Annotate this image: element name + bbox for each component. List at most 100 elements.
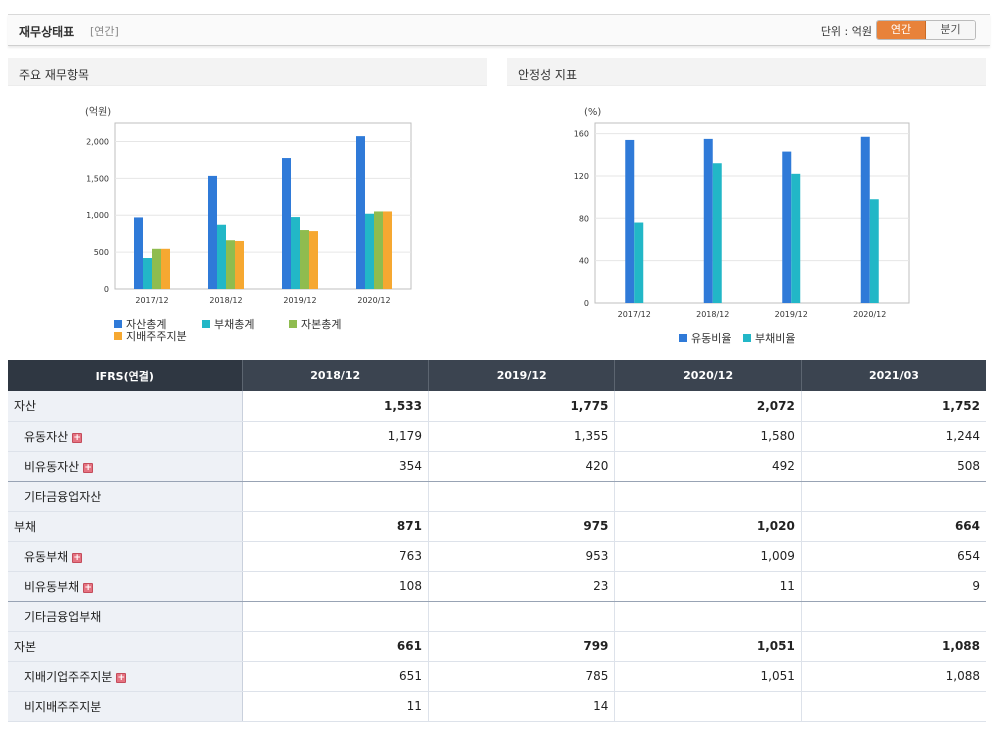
legend-swatch xyxy=(114,320,122,328)
value-cell xyxy=(801,481,986,512)
table-header-row: IFRS(연결) 2018/12 2019/12 2020/12 2021/03 xyxy=(8,360,986,391)
expand-icon[interactable]: + xyxy=(83,582,94,593)
y-tick-label: 500 xyxy=(94,248,109,257)
y-tick-label: 160 xyxy=(574,130,589,139)
column-header: 2020/12 xyxy=(614,360,802,391)
bar xyxy=(703,138,713,303)
bar xyxy=(152,248,161,289)
legend-item: 유동비율 xyxy=(679,330,731,346)
y-tick-label: 0 xyxy=(104,285,109,294)
bar xyxy=(300,230,309,289)
period-toggle: 연간 분기 xyxy=(876,20,976,40)
legend-label: 부채총계 xyxy=(214,318,255,331)
row-label: 자산 xyxy=(14,399,37,414)
value-cell xyxy=(801,691,986,722)
x-tick-label: 2020/12 xyxy=(853,310,886,319)
value-cell xyxy=(614,481,802,512)
value-cell: 1,752 xyxy=(801,391,986,422)
value-cell: 1,775 xyxy=(428,391,616,422)
quarterly-toggle-button[interactable]: 분기 xyxy=(926,21,975,39)
legend-swatch xyxy=(743,334,751,342)
y-tick-label: 0 xyxy=(584,299,589,308)
column-header: 2018/12 xyxy=(242,360,429,391)
bar xyxy=(226,240,235,289)
y-tick-label: 80 xyxy=(579,214,589,223)
expand-icon[interactable]: + xyxy=(72,432,83,443)
expand-icon[interactable]: + xyxy=(116,672,127,683)
bar xyxy=(235,240,244,289)
y-tick-label: 1,000 xyxy=(86,211,109,220)
value-cell: 1,088 xyxy=(801,661,986,692)
value-cell: 508 xyxy=(801,451,986,482)
row-label: 유동부채 xyxy=(24,549,69,564)
y-tick-label: 2,000 xyxy=(86,137,109,146)
statement-header: 재무상태표 [연간] 단위 : 억원 연간 분기 xyxy=(8,14,990,46)
row-label-cell: 기타금융업자산 xyxy=(8,481,243,512)
chart-legend: 자산총계 부채총계 자본총계 지배주주지분 xyxy=(114,316,474,350)
stability-chart: (%) 0 40 80 120 160 2017/12 2018/12 2019/12 2020/… xyxy=(574,107,910,319)
expand-icon[interactable]: + xyxy=(83,462,94,473)
bar xyxy=(383,211,392,289)
bar xyxy=(782,151,792,303)
row-label-cell: 비유동자산 + xyxy=(8,451,243,482)
row-label: 지배기업주주지분 xyxy=(24,669,113,684)
bar xyxy=(712,163,722,303)
bar xyxy=(282,158,291,289)
bar xyxy=(356,136,365,289)
row-label-cell: 자본 xyxy=(8,631,243,662)
legend-label: 자본총계 xyxy=(301,318,342,331)
bar xyxy=(291,217,300,289)
value-cell: 2,072 xyxy=(614,391,802,422)
legend-item: 지배주주지분 xyxy=(114,328,187,344)
bar xyxy=(791,173,801,303)
row-label: 자본 xyxy=(14,639,37,654)
table-row: 비지배주주지분 11 14 xyxy=(8,691,986,722)
legend-swatch xyxy=(202,320,210,328)
row-label: 유동자산 xyxy=(24,429,69,444)
table-row: 유동부채 +763 953 1,009 654 xyxy=(8,541,986,572)
legend-swatch xyxy=(289,320,297,328)
bar xyxy=(143,258,152,289)
column-header: IFRS(연결) xyxy=(8,360,243,391)
row-label-cell: 유동자산 + xyxy=(8,421,243,452)
plot-frame xyxy=(594,122,910,304)
value-cell: 1,051 xyxy=(614,661,802,692)
period-subtitle: [연간] xyxy=(90,25,119,38)
column-header: 2021/03 xyxy=(801,360,986,391)
legend-label: 지배주주지분 xyxy=(126,330,187,343)
value-cell: 664 xyxy=(801,511,986,542)
value-cell: 14 xyxy=(428,691,616,722)
y-tick-label: 40 xyxy=(579,257,589,266)
value-cell: 1,088 xyxy=(801,631,986,662)
x-tick-label: 2019/12 xyxy=(775,310,808,319)
value-cell xyxy=(614,601,802,632)
table-row: 부채 871 975 1,020 664 xyxy=(8,511,986,542)
table-row: 자본 661 799 1,051 1,088 xyxy=(8,631,986,662)
table-row: 지배기업주주지분 +651 785 1,051 1,088 xyxy=(8,661,986,692)
y-tick-label: 120 xyxy=(574,172,589,181)
value-cell: 108 xyxy=(242,571,429,602)
x-tick-label: 2018/12 xyxy=(209,296,242,305)
value-cell: 23 xyxy=(428,571,616,602)
value-cell: 354 xyxy=(242,451,429,482)
annual-toggle-button[interactable]: 연간 xyxy=(877,21,926,39)
table-row: 기타금융업부채 xyxy=(8,601,986,632)
x-tick-label: 2017/12 xyxy=(618,310,651,319)
value-cell: 799 xyxy=(428,631,616,662)
value-cell: 492 xyxy=(614,451,802,482)
value-cell: 651 xyxy=(242,661,429,692)
x-tick-label: 2017/12 xyxy=(135,296,168,305)
bar xyxy=(860,136,870,303)
panel-title: 주요 재무항목 xyxy=(19,68,90,82)
panel-title: 안정성 지표 xyxy=(518,68,578,82)
bar xyxy=(625,139,635,303)
value-cell: 1,179 xyxy=(242,421,429,452)
bar xyxy=(374,211,383,289)
legend-swatch xyxy=(114,332,122,340)
row-label-cell: 비유동부채 + xyxy=(8,571,243,602)
expand-icon[interactable]: + xyxy=(72,552,83,563)
value-cell: 763 xyxy=(242,541,429,572)
value-cell xyxy=(242,481,429,512)
row-label-cell: 지배기업주주지분 + xyxy=(8,661,243,692)
row-label: 비유동부채 xyxy=(24,579,80,594)
